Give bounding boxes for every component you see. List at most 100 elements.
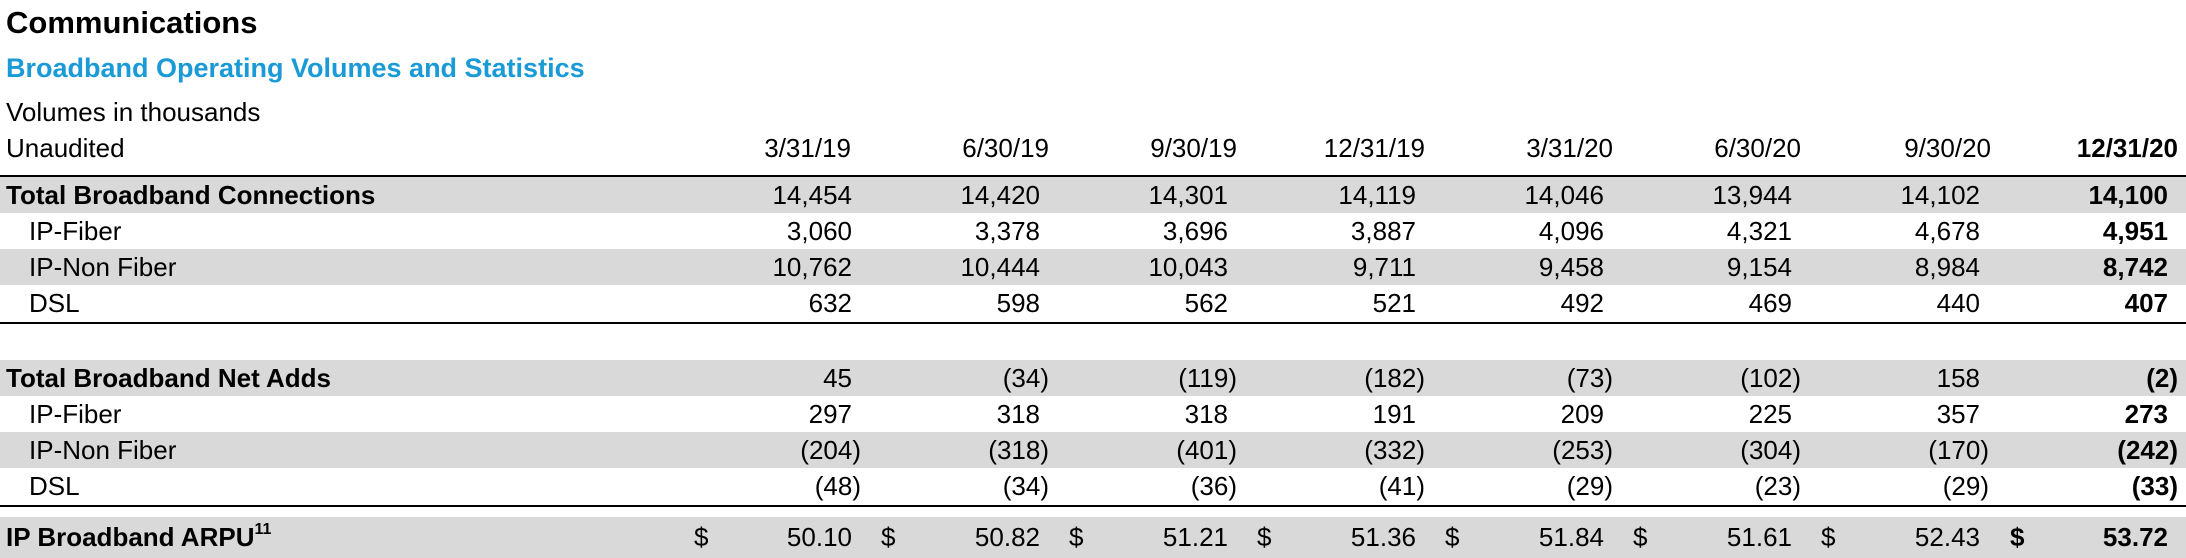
table-cell: 14,046 — [1524, 180, 1604, 210]
column-header: 3/31/20 — [1526, 133, 1613, 163]
header-divider — [0, 175, 2186, 177]
table-cell: (332) — [1364, 435, 1425, 465]
table-cell-current: 53.72 — [2102, 522, 2168, 552]
table-cell: 14,454 — [772, 180, 852, 210]
row-label: DSL — [29, 471, 80, 501]
table-cell: 4,321 — [1726, 216, 1792, 246]
table-cell: 51.84 — [1538, 522, 1604, 552]
column-header-current: 12/31/20 — [2076, 133, 2178, 163]
table-cell: 14,102 — [1900, 180, 1980, 210]
table-cell: 14,420 — [960, 180, 1040, 210]
table-cell: 318 — [1184, 399, 1228, 429]
column-header: 9/30/20 — [1904, 133, 1991, 163]
row-label: IP Broadband ARPU11 — [6, 521, 271, 553]
table-cell: 318 — [996, 399, 1040, 429]
table-cell: (119) — [1178, 363, 1237, 393]
table-cell: (36) — [1190, 471, 1237, 501]
table-cell: 4,678 — [1914, 216, 1980, 246]
table-cell: 10,444 — [960, 252, 1040, 282]
currency-symbol: $ — [1821, 522, 1836, 552]
row-label: DSL — [29, 288, 80, 318]
table-cell-current: (33) — [2131, 471, 2178, 501]
currency-symbol: $ — [1257, 522, 1272, 552]
table-cell: 297 — [808, 399, 852, 429]
table-cell: 9,711 — [1352, 252, 1416, 282]
currency-symbol: $ — [1069, 522, 1084, 552]
table-cell: 8,984 — [1914, 252, 1980, 282]
table-cell: (102) — [1740, 363, 1801, 393]
table-cell: 50.10 — [786, 522, 852, 552]
currency-symbol: $ — [1633, 522, 1648, 552]
table-cell: 3,378 — [974, 216, 1040, 246]
table-cell: (401) — [1176, 435, 1237, 465]
currency-symbol: $ — [694, 522, 709, 552]
table-cell-current: (242) — [2117, 435, 2178, 465]
column-header: 3/31/19 — [764, 133, 851, 163]
table-row-ip-fiber-net-adds: IP-Fiber 297 318 318 191 209 225 357 273 — [0, 396, 2186, 432]
currency-symbol: $ — [1445, 522, 1460, 552]
table-cell: (170) — [1928, 435, 1989, 465]
table-cell: 492 — [1560, 288, 1604, 318]
table-cell: 50.82 — [974, 522, 1040, 552]
currency-symbol: $ — [881, 522, 896, 552]
table-cell: 14,119 — [1338, 180, 1416, 210]
column-header: 6/30/20 — [1714, 133, 1801, 163]
table-cell: (48) — [814, 471, 861, 501]
row-label: Total Broadband Net Adds — [6, 363, 331, 393]
table-row-dsl: DSL 632 598 562 521 492 469 440 407 — [0, 285, 2186, 321]
row-label: IP-Fiber — [29, 216, 122, 246]
table-cell: (318) — [988, 435, 1049, 465]
table-row-arpu: IP Broadband ARPU11 $ 50.10 $ 50.82 $ 51… — [0, 517, 2186, 558]
table-cell: 521 — [1372, 288, 1416, 318]
table-cell: (23) — [1754, 471, 1801, 501]
section-subtitle: Broadband Operating Volumes and Statisti… — [6, 53, 585, 83]
table-cell: (29) — [1566, 471, 1613, 501]
table-cell: 9,458 — [1538, 252, 1604, 282]
column-header: 12/31/19 — [1323, 133, 1425, 163]
table-cell: 10,762 — [772, 252, 852, 282]
table-cell: 440 — [1936, 288, 1980, 318]
table-cell: (73) — [1566, 363, 1613, 393]
table-cell-current: 4,951 — [2102, 216, 2168, 246]
table-row-ip-fiber: IP-Fiber 3,060 3,378 3,696 3,887 4,096 4… — [0, 213, 2186, 249]
column-header: 9/30/19 — [1150, 133, 1237, 163]
table-cell: (34) — [1002, 471, 1049, 501]
table-cell: 225 — [1748, 399, 1792, 429]
row-label: Total Broadband Connections — [6, 180, 376, 210]
table-cell-current: 407 — [2124, 288, 2168, 318]
table-cell-current: 273 — [2124, 399, 2168, 429]
audit-note: Unaudited — [6, 133, 125, 163]
table-row-total-connections: Total Broadband Connections 14,454 14,42… — [0, 177, 2186, 213]
footnote-marker: 11 — [254, 521, 272, 538]
table-cell: 52.43 — [1914, 522, 1980, 552]
table-cell: 51.21 — [1162, 522, 1228, 552]
table-cell: 598 — [996, 288, 1040, 318]
table-cell: (34) — [1002, 363, 1049, 393]
table-cell: (182) — [1364, 363, 1425, 393]
table-row-ip-non-fiber-net-adds: IP-Non Fiber (204) (318) (401) (332) (25… — [0, 432, 2186, 468]
table-cell: 10,043 — [1148, 252, 1228, 282]
table-cell-current: 14,100 — [2088, 180, 2168, 210]
table-cell: 3,887 — [1350, 216, 1416, 246]
table-cell: 469 — [1748, 288, 1792, 318]
units-note: Volumes in thousands — [6, 97, 261, 127]
table-cell: 191 — [1372, 399, 1416, 429]
table-cell: 13,944 — [1712, 180, 1792, 210]
page-title: Communications — [6, 5, 258, 40]
currency-symbol-current: $ — [2010, 522, 2025, 552]
table-cell-current: 8,742 — [2102, 252, 2168, 282]
table-cell: (304) — [1740, 435, 1801, 465]
arpu-label-text: IP Broadband ARPU — [6, 522, 255, 552]
table-cell: 51.61 — [1726, 522, 1792, 552]
table-cell: 357 — [1936, 399, 1980, 429]
table-cell: (29) — [1942, 471, 1989, 501]
table-cell: 632 — [808, 288, 852, 318]
row-label: IP-Non Fiber — [29, 435, 177, 465]
table-cell-current: (2) — [2146, 363, 2178, 393]
section-divider — [0, 505, 2186, 507]
table-cell: 51.36 — [1350, 522, 1416, 552]
row-label: IP-Non Fiber — [29, 252, 177, 282]
table-cell: (41) — [1378, 471, 1425, 501]
table-cell: 562 — [1184, 288, 1228, 318]
row-label: IP-Fiber — [29, 399, 122, 429]
